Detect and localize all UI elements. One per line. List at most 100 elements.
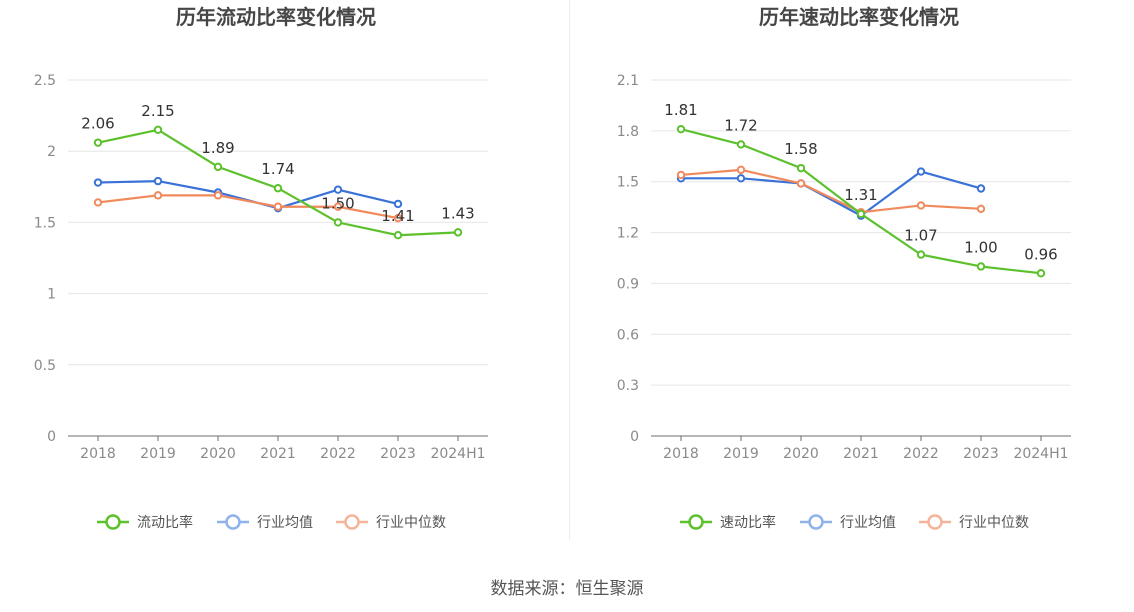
data-point	[676, 170, 686, 180]
series-line-2	[97, 194, 399, 220]
data-point	[153, 176, 163, 186]
data-point	[93, 198, 103, 207]
data-label: 2.06	[81, 115, 114, 133]
data-label: 1.00	[964, 238, 997, 256]
quick-ratio-chart-panel: 历年速动比率变化情况 0 0.3 0.6 0.9 1.2 1.5 1.8 2.1 2018 2019…	[567, 0, 1134, 560]
data-point	[796, 163, 806, 173]
series-line-1	[681, 170, 982, 217]
legend-item: 行业中位数	[919, 514, 1029, 531]
y-tick-label: 0.6	[617, 327, 639, 343]
y-tick-label: 2.1	[617, 73, 639, 89]
x-tick-label: 2020	[200, 446, 236, 462]
y-tick-label: 1.5	[34, 215, 56, 231]
data-point	[856, 209, 866, 219]
data-point	[393, 199, 403, 209]
data-point	[333, 218, 343, 227]
data-point	[273, 184, 283, 193]
y-tick-label: 1.5	[617, 175, 639, 191]
x-tick-label: 2023	[963, 446, 999, 462]
legend-item: 速动比率	[680, 514, 776, 531]
y-tick-label: 0	[630, 429, 639, 445]
y-tick-label: 0.5	[34, 358, 56, 374]
legend-swatch-marker	[688, 514, 704, 530]
data-point	[333, 202, 343, 211]
y-tick-label: 2.5	[34, 73, 56, 89]
data-point	[1036, 269, 1046, 278]
legend-item: 行业均值	[217, 514, 313, 531]
current-ratio-chart-panel: 历年流动比率变化情况 0 0.5 1 1.5 2 2.5 2018 2019 2020 2021 20…	[0, 0, 567, 560]
x-tick-label: 2019	[140, 446, 176, 462]
data-point	[676, 124, 686, 134]
data-point	[93, 178, 103, 187]
data-point	[736, 174, 746, 183]
quick-ratio-chart: 历年速动比率变化情况 0 0.3 0.6 0.9 1.2 1.5 1.8 2.1 2018 2019…	[617, 5, 1071, 531]
y-tick-label: 0	[47, 429, 56, 445]
legend-item: 行业均值	[800, 514, 896, 531]
legend-label: 速动比率	[720, 514, 776, 531]
x-tick-label: 2023	[380, 446, 416, 462]
data-label: 1.89	[201, 139, 234, 157]
legend-item: 流动比率	[97, 514, 193, 531]
data-point	[976, 184, 986, 193]
data-label: 1.74	[261, 160, 294, 178]
data-point	[213, 162, 223, 172]
y-tick-label: 1.2	[617, 226, 639, 242]
x-tick-label: 2021	[843, 446, 879, 462]
legend-swatch-marker	[808, 514, 824, 530]
x-tick-label: 2024H1	[1013, 446, 1068, 462]
legend-item: 行业中位数	[336, 514, 446, 531]
data-label: 1.43	[441, 204, 474, 222]
legend-swatch-marker	[344, 514, 360, 530]
data-label: 1.31	[844, 186, 877, 204]
data-point	[736, 165, 746, 175]
legend-label: 行业均值	[257, 515, 313, 531]
panel-divider	[569, 0, 570, 540]
x-tick-label: 2018	[663, 446, 699, 462]
legend-swatch-marker	[225, 514, 241, 530]
x-tick-label: 2024H1	[430, 446, 485, 462]
data-point	[736, 140, 746, 149]
legend-label: 行业中位数	[959, 515, 1029, 531]
y-tick-label: 2	[47, 144, 56, 160]
data-point	[273, 202, 283, 211]
x-tick-label: 2022	[903, 446, 939, 462]
data-label: 0.96	[1024, 245, 1057, 263]
data-point	[796, 179, 806, 188]
legend-label: 行业中位数	[376, 515, 446, 531]
y-tick-label: 1.8	[617, 124, 639, 140]
data-point	[916, 201, 926, 210]
data-point	[213, 191, 223, 200]
data-label: 1.58	[784, 140, 817, 158]
data-label: 2.15	[141, 102, 174, 120]
data-point	[393, 213, 403, 223]
data-point	[453, 228, 463, 237]
y-tick-label: 1	[47, 287, 56, 303]
x-tick-label: 2022	[320, 446, 356, 462]
data-source-note: 数据来源：恒生聚源	[490, 579, 644, 599]
current-ratio-chart: 历年流动比率变化情况 0 0.5 1 1.5 2 2.5 2018 2019 2020 2021 20…	[34, 5, 488, 531]
x-tick-label: 2021	[260, 446, 296, 462]
data-point	[393, 231, 403, 240]
data-point	[333, 185, 343, 194]
legend-swatch-marker	[105, 514, 121, 530]
data-label: 1.72	[724, 116, 757, 134]
x-tick-label: 2019	[723, 446, 759, 462]
data-label: 1.41	[381, 207, 414, 225]
data-point	[976, 262, 986, 271]
data-label: 1.81	[664, 101, 697, 119]
chart-title: 历年速动比率变化情况	[759, 5, 959, 29]
data-point	[153, 125, 163, 135]
y-tick-label: 0.9	[617, 276, 639, 292]
y-tick-label: 0.3	[617, 378, 639, 394]
x-tick-label: 2020	[783, 446, 819, 462]
data-point	[153, 191, 163, 200]
legend-label: 行业均值	[840, 515, 896, 531]
data-label: 1.50	[321, 194, 354, 212]
data-point	[916, 167, 926, 176]
chart-title: 历年流动比率变化情况	[176, 5, 376, 29]
data-point	[976, 204, 986, 214]
legend-swatch-marker	[927, 514, 943, 530]
data-point	[93, 138, 103, 147]
series-line-2	[680, 168, 982, 214]
data-label: 1.07	[904, 227, 937, 245]
